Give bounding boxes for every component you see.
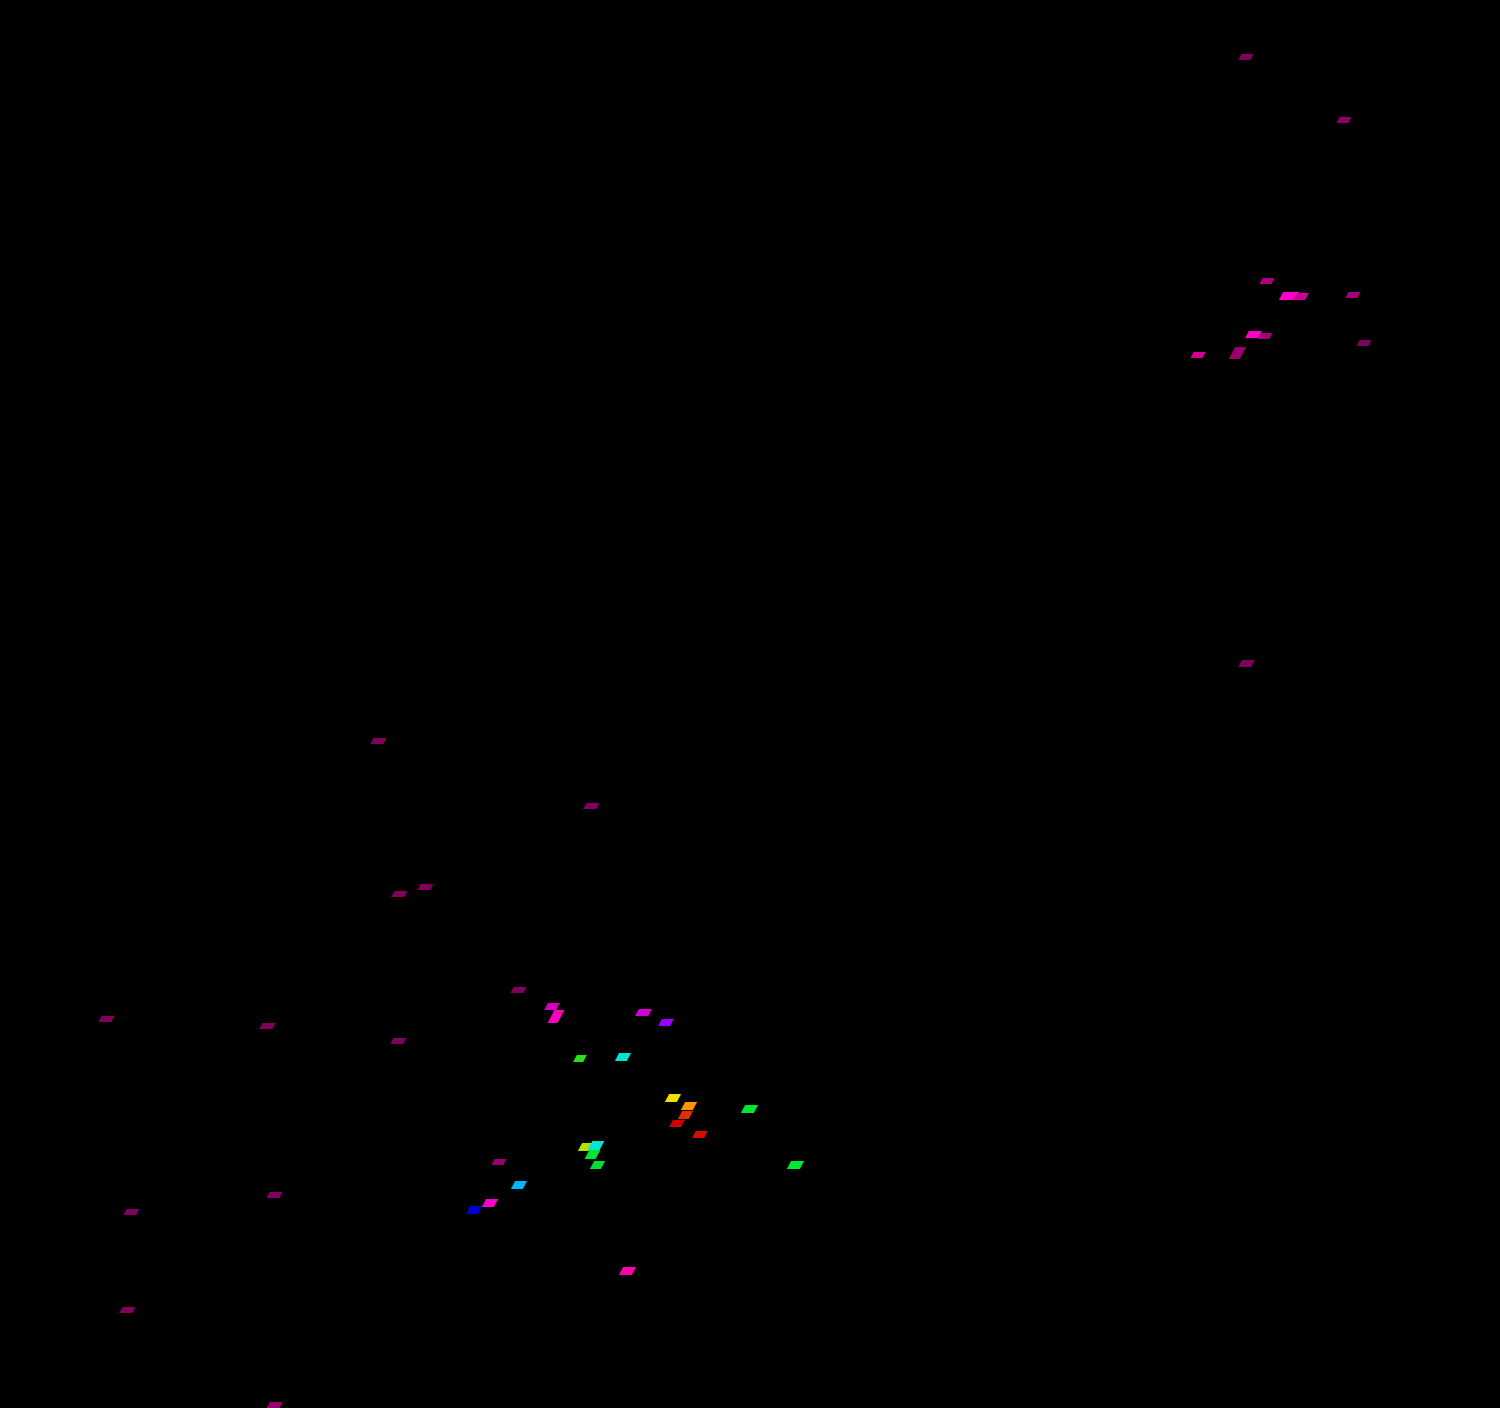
scatter-point xyxy=(370,738,387,744)
scatter-point xyxy=(677,1111,694,1119)
scatter-point xyxy=(1257,333,1273,339)
scatter-point xyxy=(1259,278,1275,284)
scatter-point xyxy=(491,1159,507,1165)
scatter-point xyxy=(786,1161,805,1169)
scatter-point xyxy=(266,1402,283,1408)
scatter-point xyxy=(123,1209,140,1215)
scatter-point xyxy=(1345,292,1361,298)
scatter-point xyxy=(1238,660,1255,667)
scatter-point xyxy=(391,891,408,897)
scatter-point xyxy=(1190,352,1206,358)
scatter-point xyxy=(390,1038,407,1044)
scatter-point xyxy=(547,1010,565,1023)
scatter-point xyxy=(1238,54,1254,60)
scatter-point xyxy=(614,1053,632,1061)
scatter-point xyxy=(573,1055,587,1062)
scatter-point xyxy=(618,1267,637,1275)
scatter-point xyxy=(266,1192,283,1198)
scatter-point xyxy=(635,1009,652,1016)
scatter-point xyxy=(98,1016,115,1022)
scatter-point xyxy=(664,1094,682,1102)
scatter-point xyxy=(584,1150,601,1159)
scatter-point xyxy=(692,1131,708,1138)
scatter-point xyxy=(417,884,434,890)
scatter-point xyxy=(589,1161,606,1169)
scatter-point xyxy=(544,1003,560,1010)
scatter-point xyxy=(259,1023,276,1029)
scatter-point xyxy=(481,1199,499,1207)
scatter-point xyxy=(583,803,600,809)
scatter-point xyxy=(1336,117,1352,123)
scatter-point xyxy=(669,1120,685,1127)
scatter-point xyxy=(680,1102,698,1110)
scatter-point xyxy=(510,987,527,993)
scatter-point xyxy=(510,1181,528,1189)
scatter-point xyxy=(658,1019,674,1026)
scatter-point xyxy=(119,1307,136,1313)
scatter-point xyxy=(1293,293,1309,300)
scatter-point xyxy=(1228,347,1247,359)
scatter-point xyxy=(1356,340,1372,346)
scatter-point xyxy=(740,1105,759,1113)
scatter-point xyxy=(465,1206,483,1214)
